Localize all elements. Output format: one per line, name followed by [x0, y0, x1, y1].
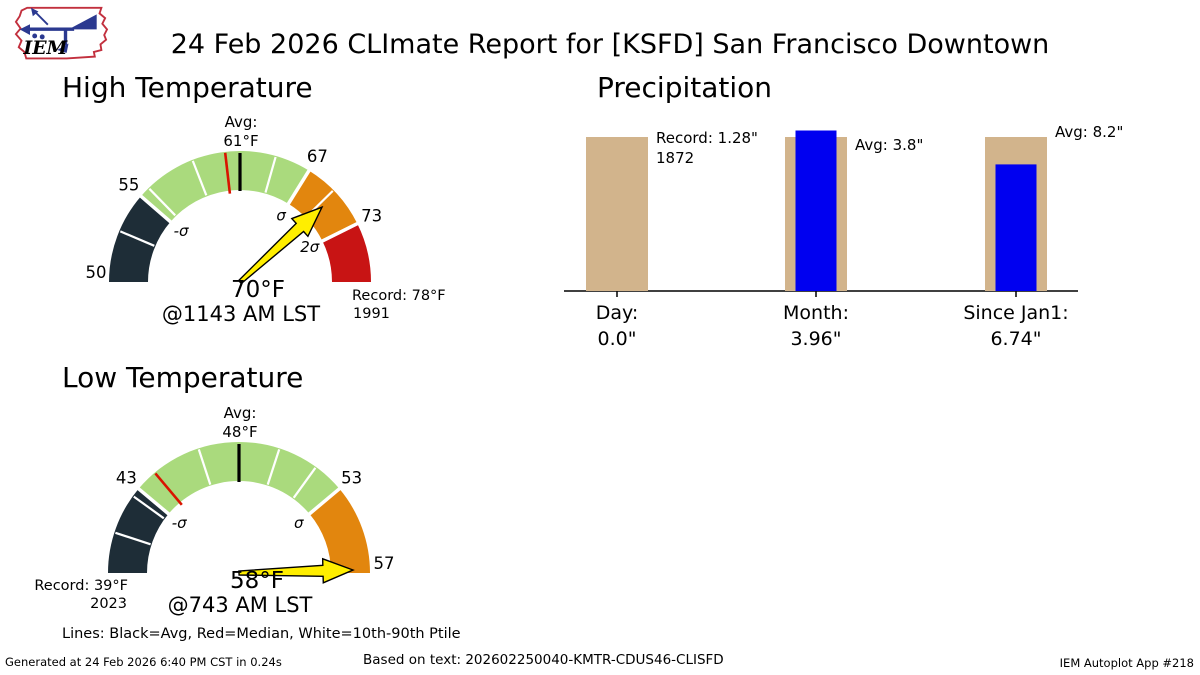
iem-logo: IEM [14, 6, 109, 60]
gauge-range-label: 53 [341, 469, 362, 488]
gauge-record-year: 2023 [90, 596, 127, 612]
gauge-sigma-label: -σ [174, 222, 189, 240]
segment-divider [136, 486, 171, 516]
gauge-avg-label: Avg: [225, 113, 258, 131]
value-bar [795, 130, 837, 291]
median-line [223, 152, 232, 194]
percentile-tick [133, 495, 165, 520]
gauge-range-label: 55 [118, 176, 139, 195]
percentile-tick [119, 230, 155, 247]
gauge-avg-label: Avg: [224, 404, 257, 422]
gauge-segment [322, 223, 371, 282]
gauge-record-value: Record: 78°F [352, 288, 446, 304]
bar-group-value: 6.74" [990, 328, 1041, 350]
percentile-tick [148, 188, 176, 217]
gauge-sigma-label: σ [276, 207, 286, 225]
gauge-lines-legend: Lines: Black=Avg, Red=Median, White=10th… [62, 626, 461, 642]
segment-divider [320, 221, 359, 243]
precip-bar-chart: Record: 1.28" 1872 Day: 0.0" Avg: 3.8" Month:… [564, 123, 1123, 350]
bar-group-label: Month: [783, 302, 849, 324]
bar-annotation: Record: 1.28" [656, 129, 758, 147]
percentile-tick [191, 160, 208, 196]
gauge-observation-time: @743 AM LST [168, 593, 313, 617]
bar-group-label: Since Jan1: [963, 302, 1068, 324]
gauge-segment [141, 150, 309, 222]
source-text-reference: Based on text: 202602250040-KMTR-CDUS46-… [363, 652, 724, 668]
logo-text: IEM [22, 37, 68, 59]
bar-annotation: 1872 [656, 149, 694, 167]
bar-annotation: Avg: 8.2" [1055, 123, 1123, 141]
percentile-tick [115, 531, 151, 546]
value-bar [995, 164, 1037, 291]
high-temp-gauge: 50 55 67 73 -σ σ 2σ Avg:61°F 70°F@1143 AM LST Rec… [86, 113, 446, 326]
gauge-segment [288, 170, 358, 241]
segment-divider [139, 194, 173, 224]
bar-annotation: Avg: 3.8" [855, 136, 923, 154]
gauge-sigma-label: σ [294, 514, 304, 532]
gauge-range-label: 73 [361, 207, 382, 226]
gauge-current-value: 58°F [230, 568, 284, 594]
page-title: 24 Feb 2026 CLImate Report for [KSFD] Sa… [170, 29, 1050, 60]
gauge-range-label: 67 [307, 147, 328, 166]
gauge-sigma-label: 2σ [300, 238, 320, 256]
low-temp-heading: Low Temperature [62, 361, 304, 394]
percentile-tick [266, 449, 281, 485]
median-line [154, 472, 183, 506]
gauge-avg-label: 48°F [222, 423, 257, 441]
gauge-avg-label: 61°F [223, 132, 258, 150]
gauge-needle [238, 557, 355, 584]
autoplot-app-label: IEM Autoplot App #218 [1059, 656, 1194, 670]
segment-divider [307, 486, 342, 516]
precip-heading: Precipitation [597, 71, 773, 104]
reference-bar [586, 137, 648, 291]
segment-divider [286, 168, 311, 206]
gauge-range-label: 50 [86, 263, 107, 282]
gauge-sigma-label: -σ [172, 514, 187, 532]
gauge-segment [309, 488, 371, 573]
gauge-observation-time: @1143 AM LST [162, 302, 320, 326]
gauge-range-label: 57 [374, 554, 395, 573]
gauge-current-value: 70°F [231, 277, 285, 303]
percentile-tick [197, 449, 212, 485]
bar-group-value: 3.96" [790, 328, 841, 350]
gauge-record-year: 1991 [353, 306, 390, 322]
bar-group-value: 0.0" [598, 328, 637, 350]
percentile-tick [264, 156, 277, 193]
gauge-range-label: 43 [116, 469, 137, 488]
high-temp-heading: High Temperature [62, 71, 313, 104]
iowa-outline-icon [14, 6, 109, 60]
percentile-tick [292, 467, 317, 499]
gauge-needle [237, 205, 324, 285]
gauge-record-value: Record: 39°F [34, 578, 128, 594]
low-temp-gauge: 43 53 57 -σ σ Avg:48°F 58°F@743 AM LST Record: … [34, 404, 395, 617]
bar-group-label: Day: [596, 302, 639, 324]
generated-timestamp: Generated at 24 Feb 2026 6:40 PM CST in … [5, 655, 282, 669]
